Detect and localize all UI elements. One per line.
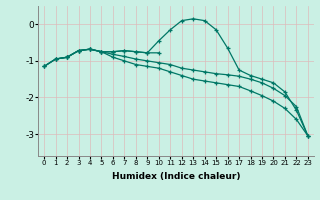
X-axis label: Humidex (Indice chaleur): Humidex (Indice chaleur)	[112, 172, 240, 181]
